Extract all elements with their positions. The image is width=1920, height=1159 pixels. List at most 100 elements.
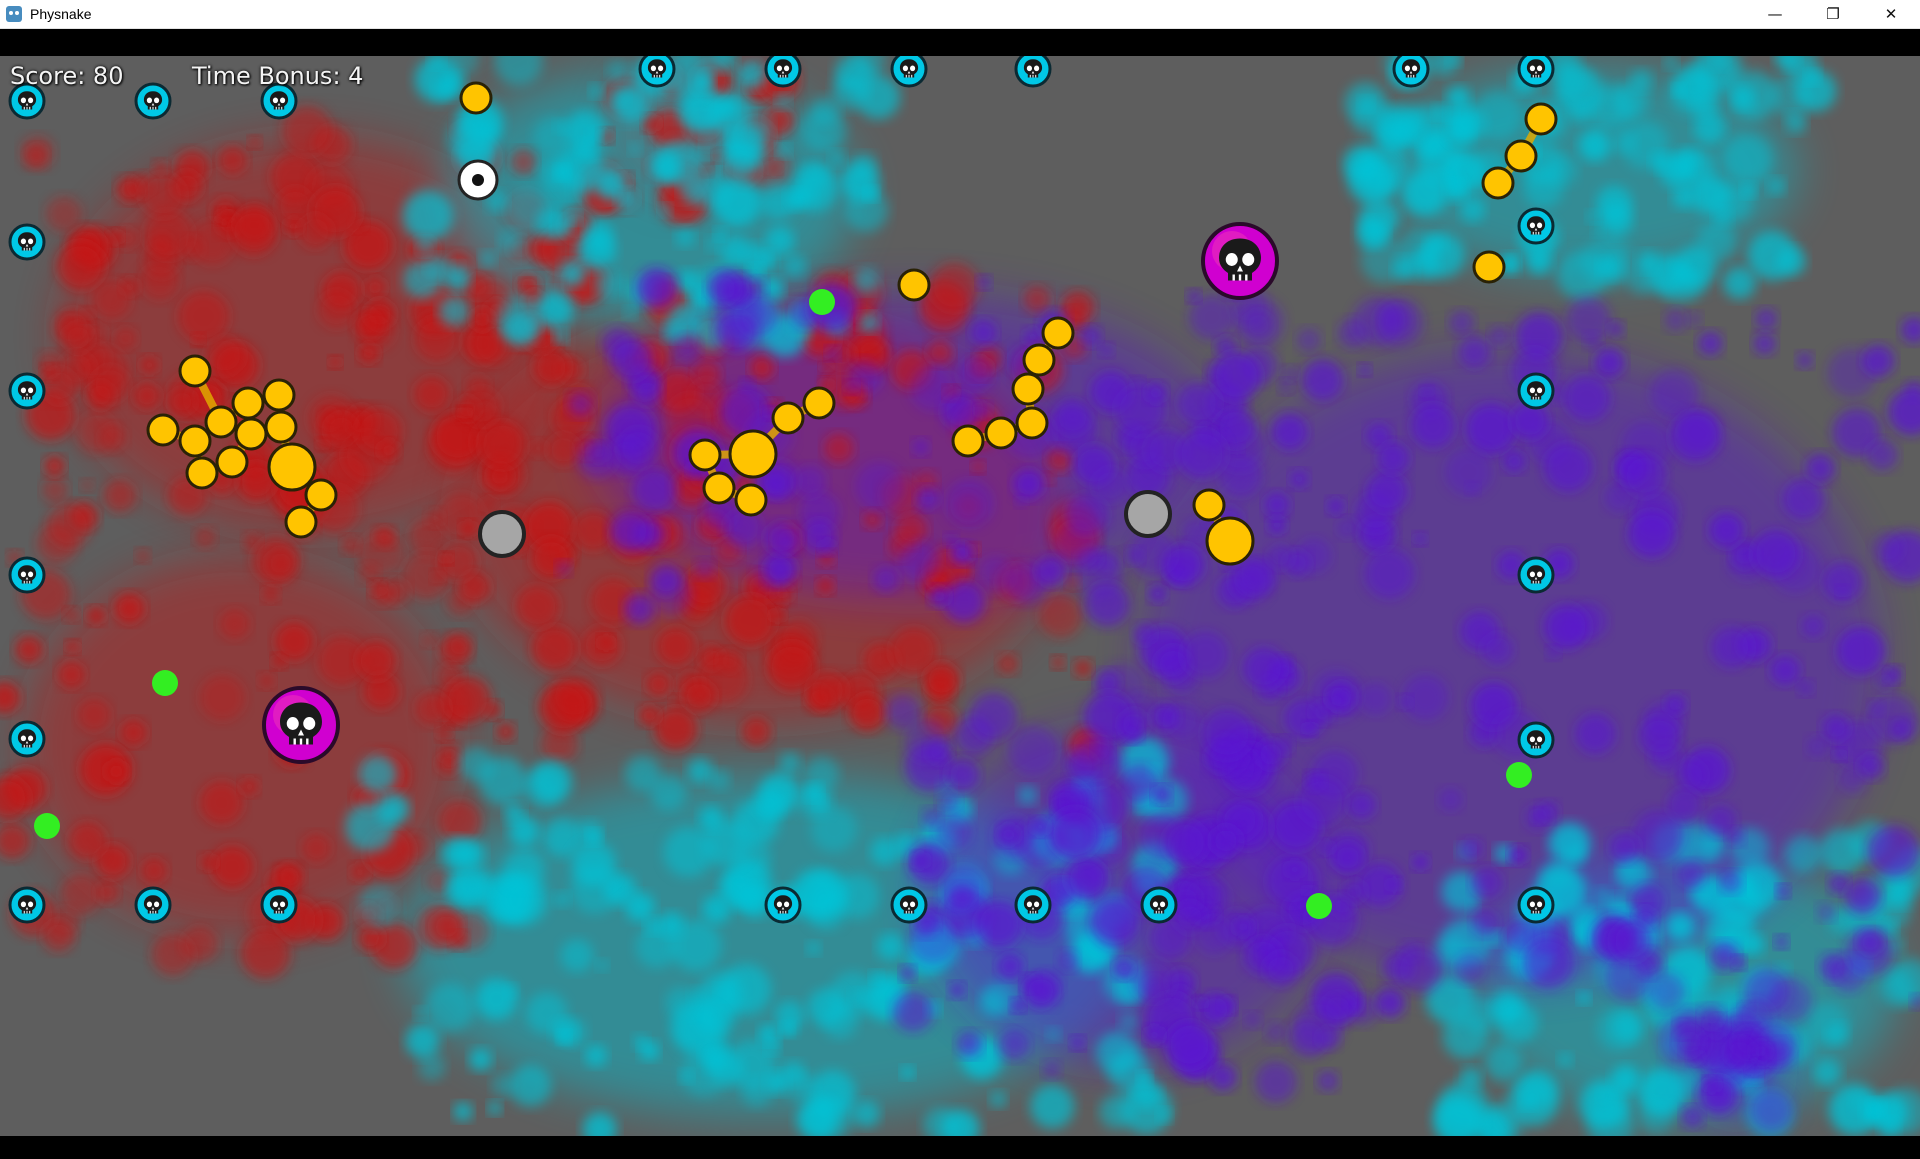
paint-dab <box>969 692 1018 741</box>
paint-dab <box>765 225 795 255</box>
paint-dab <box>95 880 119 904</box>
paint-dab <box>194 527 216 548</box>
paint-dab <box>494 56 543 86</box>
paint-dab <box>915 470 938 493</box>
restore-button[interactable]: ❐ <box>1826 5 1840 23</box>
paint-dab <box>1691 175 1731 215</box>
paint-dab <box>594 270 623 299</box>
paint-dab <box>901 1065 915 1080</box>
paint-dab <box>1358 862 1403 907</box>
paint-dab <box>1523 167 1564 208</box>
window-titlebar[interactable]: Physnake — ❐ ✕ <box>0 0 1920 29</box>
paint-dab <box>941 865 987 911</box>
paint-dab <box>426 868 452 895</box>
paint-dab <box>559 260 586 287</box>
paint-dab <box>1358 96 1374 112</box>
paint-dab <box>900 965 916 981</box>
paint-dab <box>576 139 598 160</box>
paint-dab <box>997 953 1024 980</box>
paint-dab <box>509 1064 552 1107</box>
paint-dab <box>1801 614 1825 638</box>
paint-dab <box>443 56 479 78</box>
paint-dab <box>787 1071 817 1102</box>
yellow-pellet <box>1524 102 1558 136</box>
paint-dab <box>1750 1089 1793 1132</box>
paint-dab <box>1453 952 1485 983</box>
paint-dab <box>1018 785 1037 805</box>
close-button[interactable]: ✕ <box>1884 5 1898 23</box>
paint-dab <box>945 479 994 528</box>
paint-dab <box>540 725 579 763</box>
paint-dab <box>529 760 573 804</box>
paint-dab <box>42 477 68 503</box>
paint-dab <box>669 695 684 709</box>
paint-dab <box>807 671 848 711</box>
paint-dab <box>1013 468 1044 500</box>
paint-dab <box>1129 530 1176 577</box>
paint-dab <box>1806 1002 1849 1045</box>
border-skull <box>1517 556 1555 594</box>
paint-dab <box>1681 1106 1704 1128</box>
paint-dab <box>1095 669 1121 695</box>
paint-dab <box>431 911 462 943</box>
paint-dab <box>59 874 101 916</box>
border-skull <box>8 556 46 594</box>
paint-dab <box>971 460 985 474</box>
paint-dab <box>1526 248 1553 275</box>
paint-dab <box>1267 543 1294 570</box>
game-viewport[interactable] <box>0 56 1920 1136</box>
paint-dab <box>759 183 796 220</box>
paint-dab <box>764 553 797 586</box>
minimize-button[interactable]: — <box>1767 5 1783 23</box>
paint-dab <box>937 789 961 813</box>
paint-dab <box>37 351 62 377</box>
paint-dab <box>329 355 342 369</box>
paint-dab <box>216 208 233 224</box>
paint-dab <box>276 187 314 225</box>
paint-dab <box>576 229 616 269</box>
paint-dab <box>1630 69 1653 92</box>
border-skull <box>1517 721 1555 759</box>
paint-dab <box>1359 682 1393 716</box>
paint-dab <box>664 56 714 98</box>
paint-dab <box>683 565 726 608</box>
paint-dab <box>1636 250 1659 273</box>
green-food <box>809 289 835 315</box>
paint-dab <box>265 548 296 578</box>
paint-dab <box>1691 91 1721 120</box>
paint-dab <box>317 290 356 329</box>
paint-dab <box>95 844 130 879</box>
paint-dab <box>1797 679 1814 696</box>
paint-dab <box>1420 386 1433 399</box>
paint-dab <box>1723 133 1773 184</box>
paint-dab <box>724 595 776 647</box>
paint-dab <box>804 756 840 792</box>
paint-dab <box>885 694 921 730</box>
paint-dab <box>1374 987 1405 1018</box>
paint-dab <box>1828 873 1849 894</box>
paint-dab <box>1264 492 1290 518</box>
paint-dab <box>46 503 91 548</box>
paint-dab <box>510 148 537 176</box>
paint-dab <box>943 581 985 623</box>
paint-dab <box>796 1098 839 1136</box>
paint-dab <box>1611 129 1637 155</box>
paint-dab <box>1509 846 1528 865</box>
paint-dab <box>1727 827 1745 846</box>
paint-dab <box>1558 1052 1573 1067</box>
paint-dab <box>702 819 750 867</box>
paint-dab <box>573 511 614 552</box>
paint-dab <box>1007 724 1058 775</box>
paint-dab <box>844 380 858 394</box>
paint-dab <box>1412 853 1429 871</box>
paint-dab <box>1385 103 1424 142</box>
paint-dab <box>543 818 582 857</box>
paint-dab <box>1503 450 1526 473</box>
paint-dab <box>699 972 744 1017</box>
paint-dab <box>1093 895 1138 941</box>
paint-dab <box>1604 482 1635 513</box>
paint-dab <box>1438 787 1463 812</box>
paint-dab <box>577 820 602 845</box>
paint-dab <box>1669 410 1721 462</box>
paint-dab <box>1871 531 1904 565</box>
